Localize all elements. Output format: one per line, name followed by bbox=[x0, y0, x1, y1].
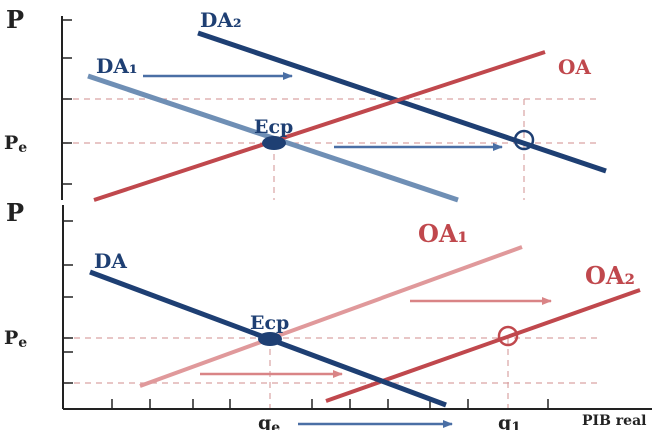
top-label-da1: DA₁ bbox=[96, 54, 138, 78]
top-curve-oa bbox=[93, 50, 546, 202]
top-panel: P Pe DA₁ DA₂ OA Ecp bbox=[4, 5, 607, 203]
top-label-da2: DA₂ bbox=[200, 8, 242, 32]
bottom-curve-oa1 bbox=[139, 245, 523, 388]
top-curve-da2 bbox=[197, 30, 607, 174]
bottom-label-ecp: Ecp bbox=[250, 312, 289, 334]
top-new-equilibrium-circle bbox=[513, 129, 535, 151]
bottom-label-oa2: OA₂ bbox=[585, 261, 635, 290]
bottom-label-oa1: OA₁ bbox=[418, 219, 468, 248]
bottom-label-da: DA bbox=[94, 249, 127, 273]
bottom-x-label-qe: qe bbox=[258, 412, 280, 430]
bottom-equilibrium-point bbox=[258, 332, 282, 346]
bottom-x-label-q1: q1 bbox=[498, 412, 521, 430]
top-label-ecp: Ecp bbox=[254, 116, 293, 138]
top-price-label: Pe bbox=[4, 132, 27, 156]
bottom-curve-oa2 bbox=[325, 288, 641, 403]
bottom-y-ticks bbox=[63, 220, 73, 384]
bottom-x-axis-label: PIB real bbox=[582, 413, 646, 429]
bottom-new-equilibrium-circle bbox=[497, 325, 519, 347]
top-equilibrium-point bbox=[262, 136, 286, 150]
top-y-axis-label: P bbox=[6, 5, 24, 34]
top-y-ticks bbox=[62, 19, 72, 185]
bottom-panel: P Pe DA OA₁ OA₂ Ecp qe q1 PIB real bbox=[4, 198, 652, 430]
top-label-oa: OA bbox=[558, 55, 591, 79]
bottom-x-ticks bbox=[111, 399, 549, 409]
bottom-y-axis-label: P bbox=[6, 198, 24, 227]
bottom-price-label: Pe bbox=[4, 327, 27, 351]
